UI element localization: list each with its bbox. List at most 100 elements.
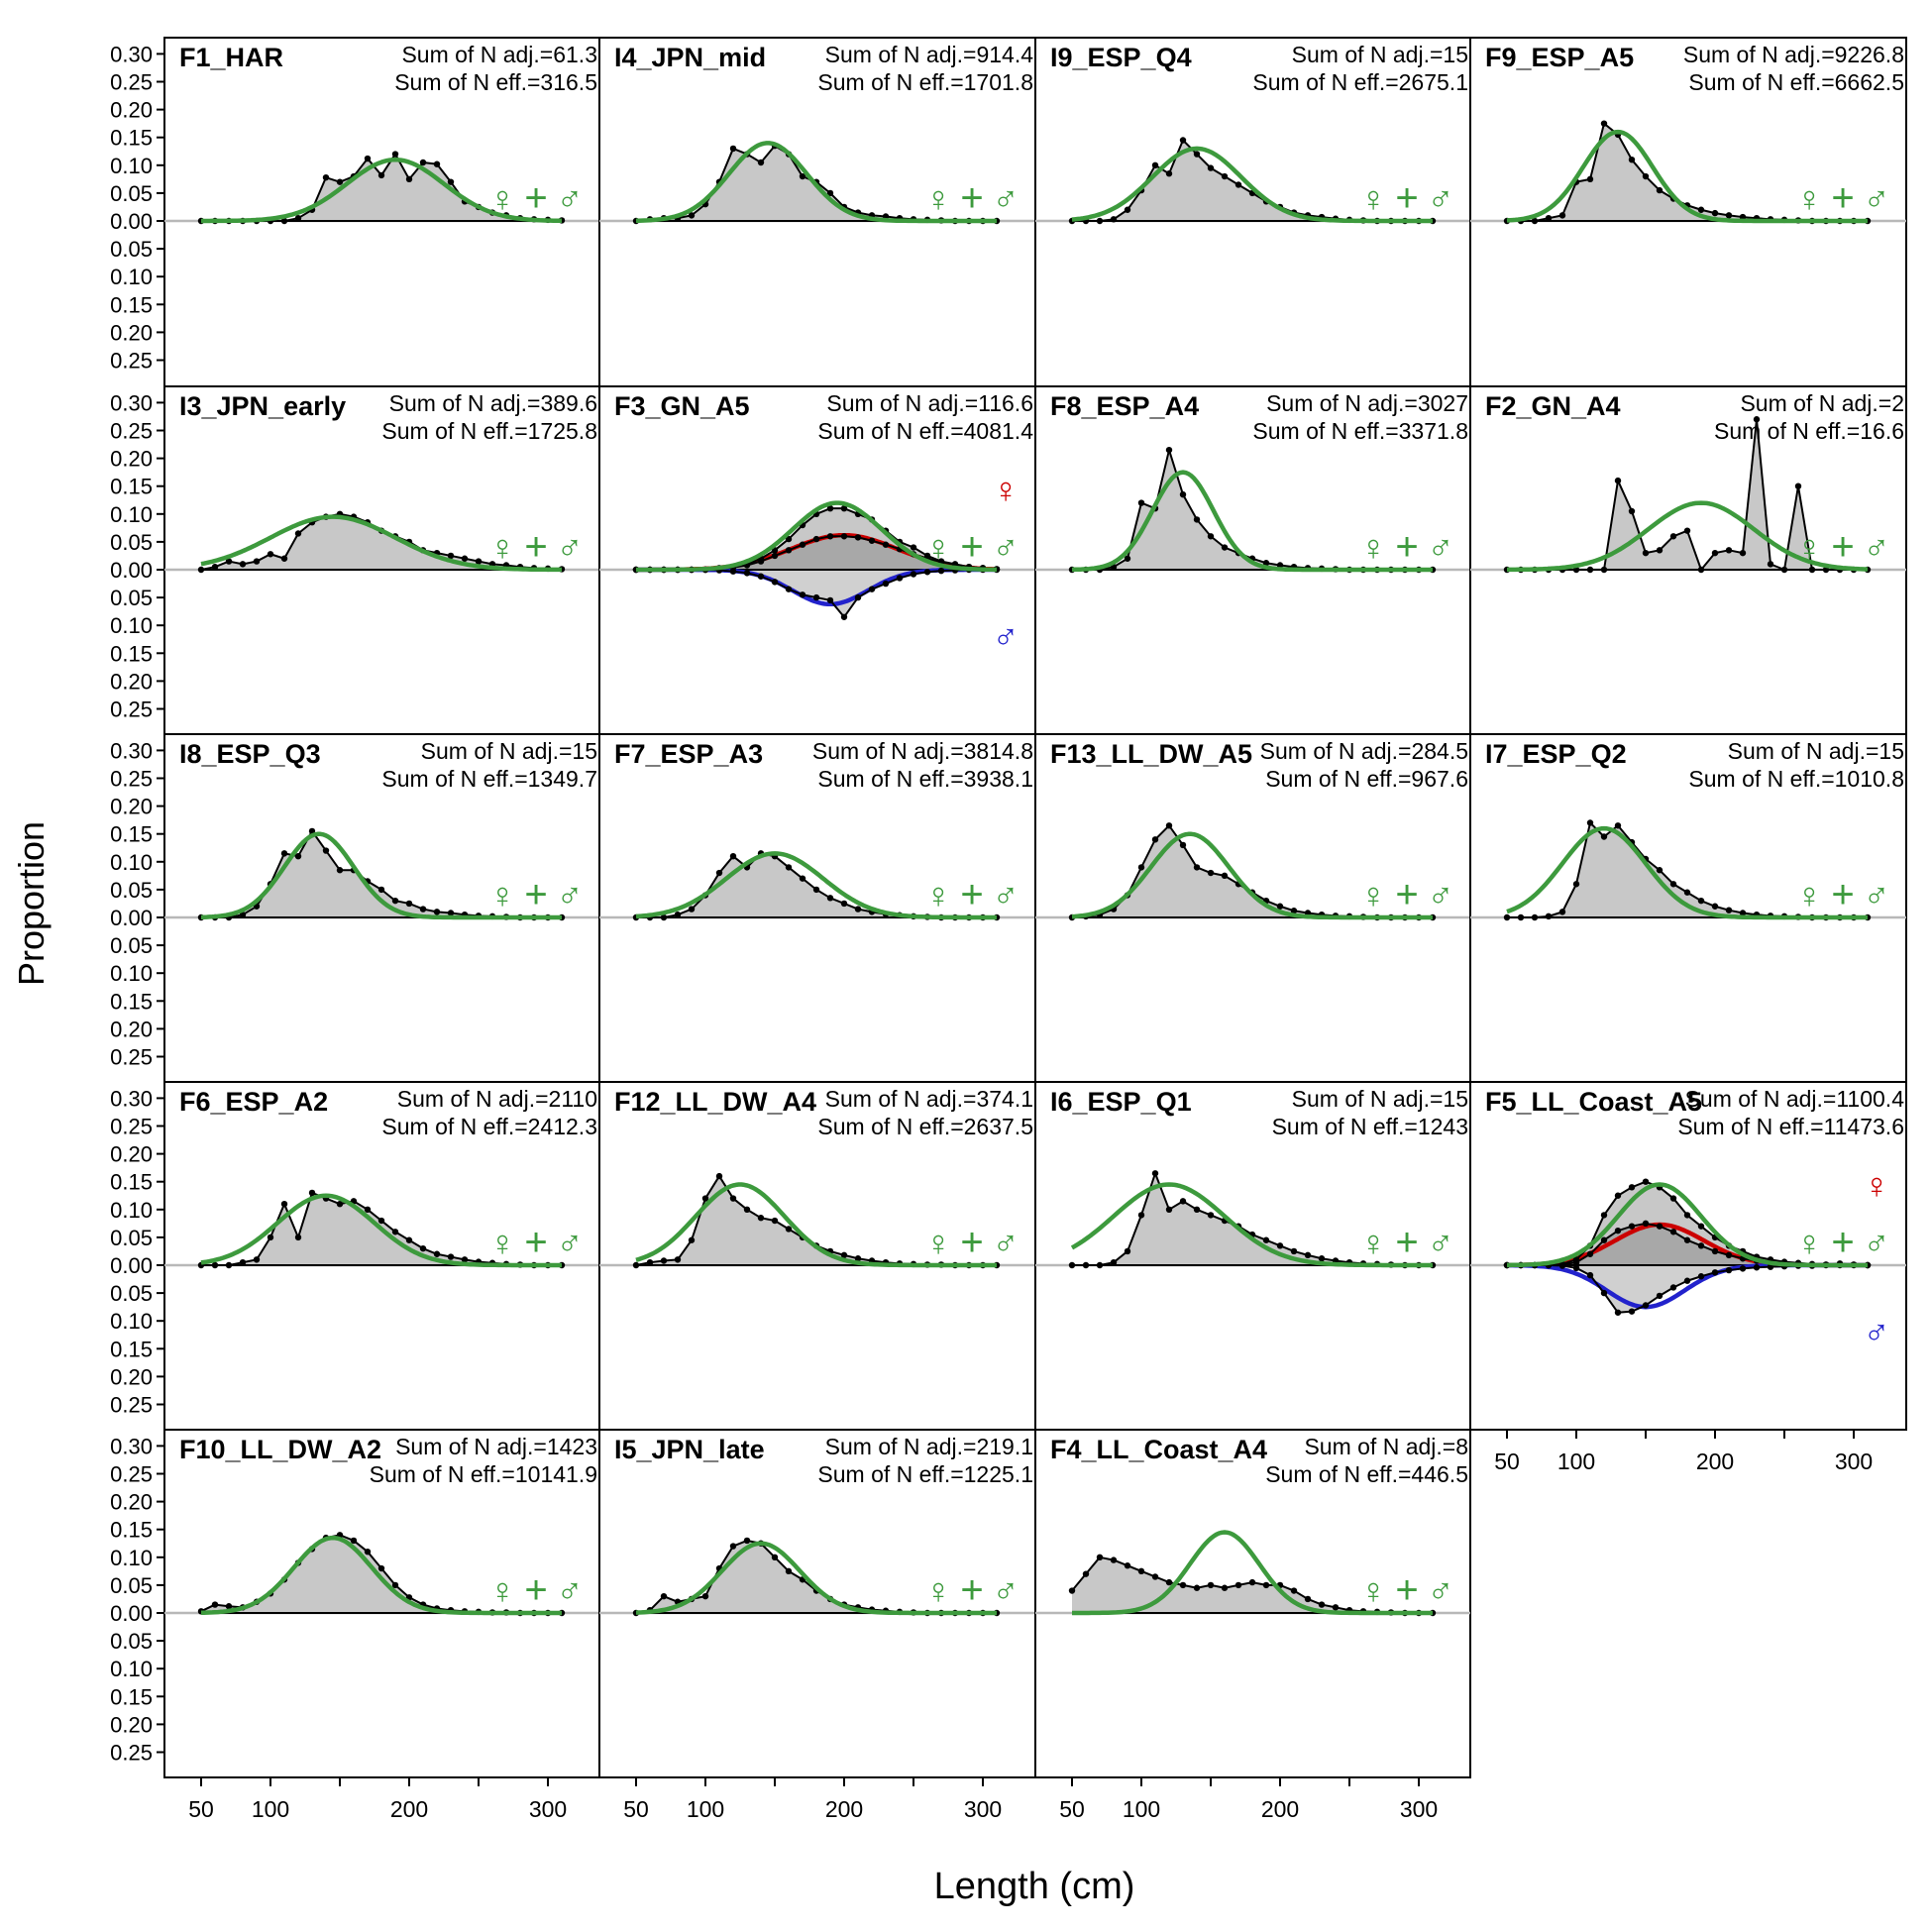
observed-point [253,1256,261,1263]
observed-point [1165,170,1173,177]
observed-point [1290,908,1298,914]
observed-point [812,535,820,543]
sum-n-eff: Sum of N eff.=16.6 [1714,418,1904,444]
observed-point [350,1537,358,1545]
observed-point [1600,833,1608,840]
observed-area [201,513,562,570]
observed-point [336,867,344,874]
observed-point [1179,1581,1187,1589]
plus-symbol: + [524,873,547,916]
observed-point [253,558,261,565]
female-symbol: ♀ [1796,1223,1823,1263]
observed-point [1628,507,1636,515]
male-symbol: ♂ [557,527,584,568]
observed-point [364,155,372,162]
observed-point [743,1206,751,1214]
observed-point [1165,822,1173,829]
sum-n-adj: Sum of N adj.=15 [1728,738,1904,764]
female-symbol: ♀ [489,527,516,568]
y-tick-label: 0.05 [110,1226,153,1250]
sum-n-adj: Sum of N adj.=914.4 [825,42,1034,67]
expected-curve [1072,1530,1433,1616]
female-symbol: ♀ [925,527,952,568]
y-axis-label: Proportion [11,821,52,986]
y-tick-label: 0.15 [110,989,153,1014]
observed-point [882,580,890,588]
observed-point [1124,555,1131,562]
y-tick-label: 0.15 [110,1518,153,1543]
observed-area [1072,1173,1433,1265]
male-symbol: ♂ [993,527,1020,568]
expected-curve [636,500,997,573]
observed-point [701,1592,709,1600]
observed-point [391,151,399,158]
female-symbol: ♀ [489,178,516,219]
sum-n-adj: Sum of N adj.=1423 [395,1434,597,1459]
plus-symbol: + [524,525,547,569]
x-tick-label: 300 [964,1796,1002,1822]
observed-point [701,1195,709,1202]
observed-point [1558,212,1566,219]
observed-point [1656,1292,1664,1300]
female-symbol: ♀ [489,1223,516,1263]
observed-point [1642,1178,1650,1185]
sum-n-eff: Sum of N eff.=2412.3 [381,1114,597,1139]
observed-point [1096,1554,1104,1561]
observed-point [1600,1212,1608,1219]
observed-point [433,161,441,167]
observed-point [1572,1264,1580,1272]
male-symbol: ♂ [1428,875,1454,915]
sum-n-eff: Sum of N eff.=1243 [1272,1114,1468,1139]
observed-point [826,895,834,902]
observed-point [1207,533,1215,540]
observed-point [1697,1273,1705,1280]
observed-point [1711,549,1719,557]
observed-point [280,555,288,562]
observed-point [1531,217,1539,225]
observed-point [1304,1251,1312,1259]
plus-symbol: + [1831,873,1854,916]
expected-curve [1071,146,1433,224]
observed-point [1234,1581,1242,1589]
observed-point [1572,1256,1580,1263]
plus-symbol: + [1395,525,1418,569]
female-symbol: ♀ [925,178,952,219]
x-tick-label: 200 [390,1796,428,1822]
observed-point [1179,137,1187,144]
panel-title: F12_LL_DW_A4 [614,1087,816,1117]
panel-title: I7_ESP_Q2 [1485,739,1627,769]
observed-point [1683,889,1691,896]
expected-curve [635,141,997,224]
observed-area [1507,822,1868,917]
observed-point [1600,566,1608,574]
observed-point [1669,1229,1677,1235]
male-symbol: ♂ [557,1223,584,1263]
female-symbol: ♀ [1360,1223,1387,1263]
observed-point [1669,1195,1677,1202]
observed-point [646,1258,654,1266]
observed-male-area [1507,1265,1868,1313]
sum-n-adj: Sum of N adj.=2 [1740,390,1904,416]
panel-title: F10_LL_DW_A2 [179,1435,381,1464]
expected-curve [635,1541,997,1616]
x-tick-label: 50 [1059,1796,1085,1822]
observed-point [1545,912,1553,920]
plus-symbol: + [960,176,983,220]
observed-point [1082,1570,1090,1577]
plus-symbol: + [524,176,547,220]
plus-symbol: + [1395,1221,1418,1264]
observed-point [729,568,737,575]
y-tick-label: 0.25 [110,1045,153,1070]
observed-point [1262,1236,1270,1243]
plus-symbol: + [960,873,983,916]
observed-point [1193,864,1201,871]
observed-point [785,535,793,543]
observed-point [1586,1250,1594,1257]
observed-point [923,569,931,576]
observed-point [1753,1264,1761,1271]
observed-point [688,212,696,219]
y-tick-label: 0.25 [110,419,153,444]
observed-point [1096,1261,1104,1269]
